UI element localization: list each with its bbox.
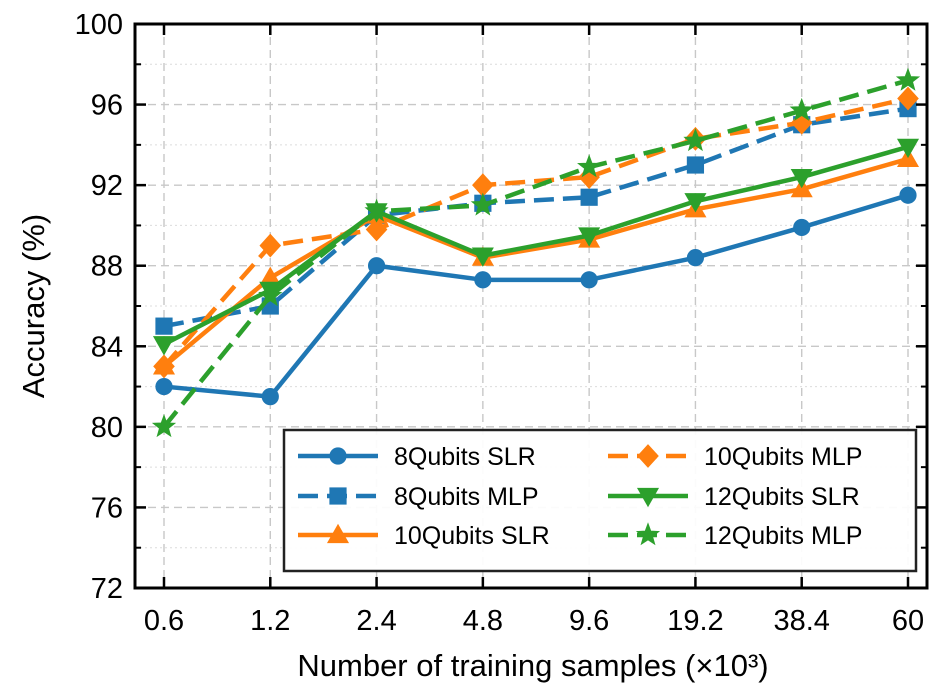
data-point-12qubits-mlp	[895, 67, 921, 91]
x-tick-label: 9.6	[569, 605, 609, 637]
y-axis-label: Accuracy (%)	[16, 214, 51, 398]
x-tick-label: 0.6	[144, 605, 184, 637]
data-point-10qubits-mlp	[153, 354, 175, 379]
legend-marker	[636, 487, 660, 508]
data-point-12qubits-mlp	[258, 283, 283, 307]
data-point-10qubits-mlp	[259, 233, 282, 258]
data-point-8qubits-slr	[686, 249, 705, 267]
x-tick-label: 38.4	[773, 605, 829, 637]
y-tick-label: 72	[91, 573, 123, 605]
x-tick-label: 2.4	[356, 605, 396, 637]
data-point-12qubits-slr	[896, 138, 920, 159]
legend-entry-8qubits-slr: 8Qubits SLR	[298, 443, 536, 471]
data-point-12qubits-mlp	[683, 128, 708, 152]
data-point-12qubits-slr	[578, 227, 601, 247]
y-tick-label: 84	[91, 331, 123, 363]
series-line-8qubits-slr	[163, 193, 909, 399]
y-tick-label: 88	[91, 251, 123, 283]
y-tick-label: 92	[91, 170, 123, 202]
legend-entry-10qubits-mlp: 10Qubits MLP	[608, 443, 862, 471]
series-line-10qubits-slr	[162, 156, 909, 369]
legend-marker	[329, 487, 347, 505]
x-axis-label: Number of training samples (×10³)	[297, 648, 768, 683]
data-point-10qubits-mlp	[897, 86, 919, 111]
legend-entry-8qubits-mlp: 8Qubits MLP	[298, 483, 539, 511]
data-point-12qubits-mlp	[470, 192, 495, 216]
data-point-8qubits-slr	[899, 186, 917, 204]
data-point-12qubits-slr	[790, 168, 813, 189]
data-point-10qubits-mlp	[365, 217, 388, 242]
y-tick-labels: 72 76 80 84 88 92 96 100	[75, 9, 123, 605]
legend-marker	[635, 522, 661, 546]
legend: 8Qubits SLR 8Qubits MLP 10Qubits SLR 10Qubi…	[282, 428, 918, 573]
series-8qubits-slr	[155, 186, 917, 406]
y-tick-label: 76	[91, 492, 123, 524]
axis-ticks	[135, 22, 927, 590]
legend-entry-12qubits-mlp: 12Qubits MLP	[608, 522, 862, 550]
series-line-8qubits-mlp	[163, 106, 909, 329]
legend-label: 8Qubits MLP	[394, 483, 539, 511]
x-tick-labels: 0.6 1.2 2.4 4.8 9.6 19.2 38.4 60	[144, 605, 924, 637]
data-point-8qubits-slr	[474, 271, 492, 289]
legend-box	[282, 428, 918, 573]
data-point-8qubits-slr	[367, 257, 386, 275]
x-tick-label: 19.2	[667, 605, 723, 637]
data-point-8qubits-mlp	[580, 188, 598, 206]
data-point-8qubits-slr	[261, 388, 279, 406]
y-tick-label: 100	[75, 9, 123, 41]
data-point-12qubits-slr	[471, 247, 494, 267]
series-line-10qubits-mlp	[162, 96, 909, 368]
legend-marker	[326, 523, 350, 544]
legend-label: 8Qubits SLR	[394, 443, 536, 471]
legend-entry-12qubits-slr: 12Qubits SLR	[608, 483, 860, 511]
data-point-12qubits-mlp	[151, 414, 177, 438]
series-line-12qubits-slr	[162, 144, 909, 347]
legend-label: 12Qubits SLR	[704, 483, 860, 511]
data-point-12qubits-slr	[152, 336, 176, 356]
x-tick-label: 1.2	[250, 605, 290, 637]
x-tick-label: 60	[892, 605, 924, 637]
data-point-12qubits-mlp	[789, 97, 814, 121]
legend-entry-10qubits-slr: 10Qubits SLR	[298, 522, 550, 550]
data-point-8qubits-slr	[155, 377, 173, 396]
data-point-12qubits-mlp	[577, 154, 602, 178]
y-tick-label: 96	[91, 90, 123, 122]
data-point-12qubits-slr	[684, 193, 707, 213]
data-point-12qubits-mlp	[364, 198, 389, 222]
data-point-8qubits-slr	[580, 271, 598, 289]
series-12qubits-mlp	[151, 67, 921, 438]
legend-label: 12Qubits MLP	[704, 522, 862, 550]
y-tick-label: 80	[91, 412, 123, 444]
legend-label: 10Qubits SLR	[394, 522, 550, 550]
series-line-12qubits-mlp	[162, 78, 909, 429]
data-point-8qubits-mlp	[155, 317, 173, 335]
data-point-8qubits-slr	[793, 218, 811, 237]
x-tick-label: 4.8	[463, 605, 503, 637]
legend-label: 10Qubits MLP	[704, 443, 862, 471]
legend-marker	[329, 447, 347, 465]
legend-marker	[637, 444, 659, 468]
series-12qubits-slr	[152, 138, 920, 356]
data-point-8qubits-mlp	[686, 156, 705, 174]
series-layer	[151, 67, 921, 438]
